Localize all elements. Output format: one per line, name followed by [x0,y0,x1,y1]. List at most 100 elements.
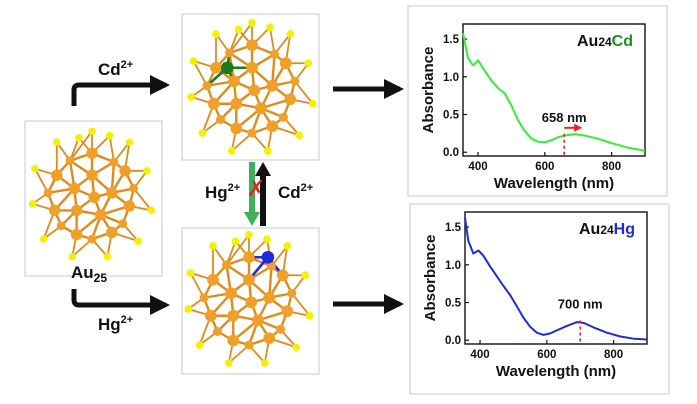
gold-atom [284,93,297,106]
sulfur-atom [266,23,274,32]
y-tick-label: 1.0 [443,72,459,84]
gold-atom [68,182,81,195]
gold-atom [281,305,294,318]
gold-atom [51,169,63,181]
gold-atom [243,251,255,264]
gold-atom [204,309,217,322]
gold-atom [123,200,136,212]
au-s-bond [34,168,49,194]
arrow-to-hg-cluster [71,289,170,315]
gold-atom [263,332,276,345]
plot-axes-box [462,23,646,157]
spectrum-title: Au24Hg [579,221,635,238]
au-s-bond [228,344,250,364]
au25-label: Au25 [71,263,107,285]
gold-atom [266,120,279,133]
gold-atom [247,128,257,138]
y-axis-title: Absorbance [422,235,439,322]
gold-atom [48,204,61,217]
sulfur-atom [198,129,207,137]
gold-atom [87,234,97,244]
absorbance-line [462,32,646,152]
y-tick-label: 1.0 [445,260,461,272]
sulfur-atom [39,235,48,243]
peak-wavelength-label: 658 nm [542,110,587,125]
gold-atom [246,39,258,52]
au24cd-spectrum-chart: 400 600 800 0.0 0.5 1.0 1.5 Wavelength (nm) Abso… [407,5,668,197]
sulfur-atom [88,127,96,135]
spectrum-panel-frame [409,203,670,395]
gold-atom [227,309,240,322]
absorbance-line [464,217,648,341]
sulfur-atom [195,341,204,349]
gold-atom [222,260,231,270]
gold-atom [213,327,222,336]
gold-atom [230,97,243,110]
au-s-bond [294,80,314,105]
y-axis-title: Absorbance [420,47,437,134]
gold-atom [245,296,258,309]
gold-atom [106,187,118,199]
sulfur-atom [187,93,196,101]
black-arrowhead [255,162,271,176]
x-axis-title: Wavelength (nm) [494,175,614,192]
gold-atom [56,221,66,231]
x-tick-label: 600 [537,349,556,361]
gold-atom [244,340,254,350]
plot-axes-box [464,211,648,345]
sulfur-atom [231,237,240,246]
x-tick-label: 800 [604,349,623,361]
hg-ion-label-exchange: Hg2+ [205,182,240,202]
sulfur-atom [143,167,151,175]
sulfur-atom [295,131,304,140]
sulfur-atom [103,252,112,261]
x-tick-label: 400 [468,161,487,173]
sulfur-atom [305,311,314,320]
gold-atom [65,156,75,166]
gold-atom [129,184,139,193]
arrow-to-cd-cluster [71,75,170,106]
au-s-bond [228,22,253,54]
gold-atom [279,112,288,122]
au24hg-cluster-structure [184,230,314,367]
au24hg-spectrum-chart: 400 600 800 0.0 0.5 1.0 1.5 Wavelength (nm) Abso… [409,203,670,395]
gold-atom [276,324,285,334]
y-tick-label: 0.0 [445,335,461,347]
gold-atom [86,169,98,181]
gold-atom [287,288,297,298]
gold-atom [225,287,237,300]
gold-atom [267,261,276,271]
sulfur-atom [53,138,61,146]
gold-atom [216,115,225,124]
gold-atom [210,61,222,74]
sulfur-atom [301,271,310,280]
gold-atom [225,48,234,58]
gold-atom [246,61,258,74]
green-arrowhead [244,212,260,226]
sulfur-atom [212,30,220,38]
sulfur-atom [308,99,317,108]
dopant-atom [261,250,275,264]
gold-atom [227,334,240,347]
sulfur-atom [31,164,39,173]
sulfur-atom [75,134,83,142]
redshift-arrowhead [574,123,583,132]
au-s-bond [133,187,153,211]
gold-atom [95,209,107,221]
gold-atom [119,165,131,177]
au-s-bond [69,130,93,162]
sulfur-atom [134,237,142,245]
gold-atom [207,273,219,286]
hg-ion-label-bottom: Hg2+ [98,314,133,334]
au-s-bond [231,132,253,152]
red-cross-mark: ✗ [247,177,265,202]
x-tick-label: 600 [535,161,554,173]
cd-ion-label-top: Cd2+ [98,59,133,79]
x-tick-label: 800 [602,161,621,173]
sulfur-atom [245,230,253,239]
gold-atom [207,97,220,110]
sulfur-atom [263,147,272,155]
au-s-bond [269,27,276,55]
gold-atom [270,49,279,59]
sulfur-atom [125,138,134,146]
